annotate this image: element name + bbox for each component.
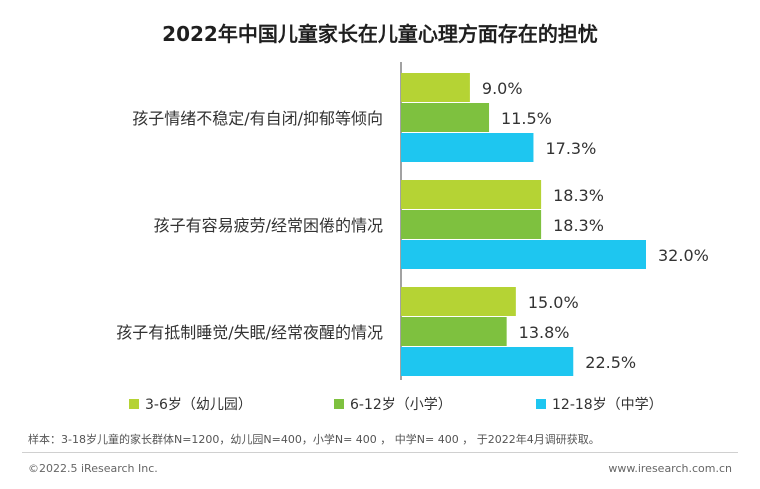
data-label: 18.3% (553, 186, 604, 205)
legend-swatch (129, 399, 139, 409)
bar (401, 317, 507, 346)
data-label: 15.0% (528, 293, 579, 312)
legend-label: 6-12岁（小学） (350, 397, 452, 413)
category-label: 孩子有容易疲劳/经常困倦的情况 (154, 216, 383, 235)
bar (401, 180, 542, 209)
legend-swatch (334, 399, 344, 409)
legend-swatch (536, 399, 546, 409)
bar (401, 210, 542, 239)
data-label: 18.3% (553, 216, 604, 235)
bar (401, 287, 516, 316)
category-label: 孩子情绪不稳定/有自闭/抑郁等倾向 (132, 109, 383, 128)
legend-label: 12-18岁（中学） (552, 397, 663, 413)
copyright-text: ©2022.5 iResearch Inc. (28, 462, 158, 475)
website-url: www.iresearch.com.cn (608, 462, 732, 475)
data-label: 11.5% (501, 109, 552, 128)
bar (401, 133, 534, 162)
data-label: 13.8% (519, 323, 570, 342)
category-label: 孩子有抵制睡觉/失眠/经常夜醒的情况 (116, 323, 383, 342)
data-label: 17.3% (545, 139, 596, 158)
sample-note: 样本：3-18岁儿童的家长群体N=1200，幼儿园N=400，小学N= 400 … (28, 433, 600, 446)
footer-divider (22, 452, 738, 453)
bar (401, 240, 646, 269)
data-label: 22.5% (585, 353, 636, 372)
bar (401, 73, 470, 102)
bar (401, 347, 574, 376)
legend-label: 3-6岁（幼儿园） (145, 397, 252, 413)
chart-title: 2022年中国儿童家长在儿童心理方面存在的担忧 (162, 22, 598, 46)
data-label: 9.0% (482, 79, 523, 98)
data-label: 32.0% (658, 246, 709, 265)
bar (401, 103, 490, 132)
